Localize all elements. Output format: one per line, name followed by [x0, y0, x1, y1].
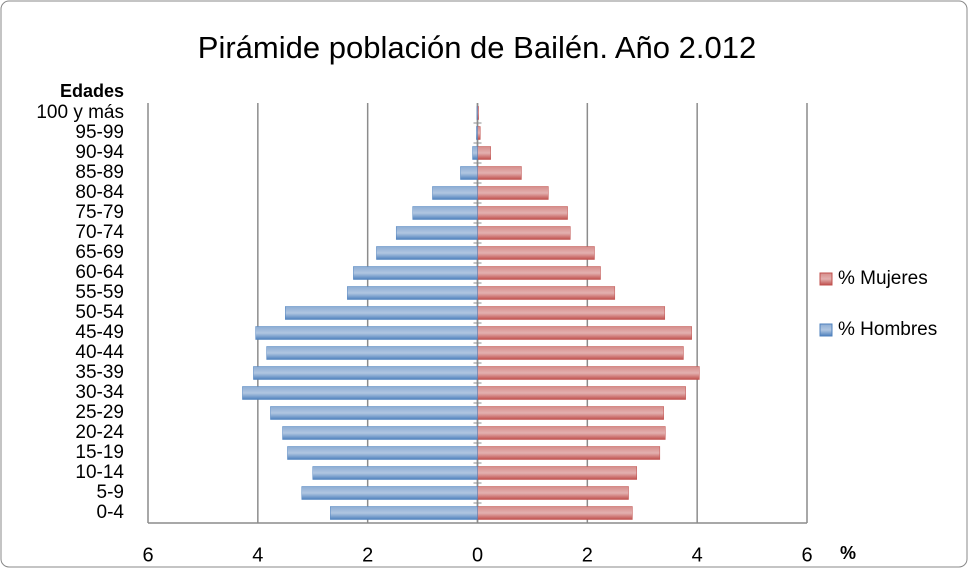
y-tick-label: 80-84	[75, 182, 124, 203]
y-tick-label: 70-74	[75, 222, 124, 243]
y-tick-label: 10-14	[75, 462, 124, 483]
bar	[477, 446, 661, 460]
bar	[477, 246, 595, 260]
bar	[477, 506, 633, 520]
bar	[287, 446, 478, 460]
bar	[472, 146, 478, 160]
bar	[476, 106, 478, 120]
y-tick-label: 25-29	[75, 402, 124, 423]
y-tick-label: 15-19	[75, 442, 124, 463]
bar	[477, 206, 568, 220]
y-tick-label: 30-34	[75, 382, 124, 403]
bar	[477, 146, 491, 160]
bar	[477, 466, 638, 480]
bar	[477, 186, 549, 200]
y-tick-label: 45-49	[75, 322, 124, 343]
legend-label: % Hombres	[838, 319, 937, 340]
bar	[270, 406, 478, 420]
bar	[477, 306, 666, 320]
bar	[285, 306, 478, 320]
bar	[353, 266, 478, 280]
bar	[330, 506, 478, 520]
bar	[266, 346, 478, 360]
bar	[312, 466, 478, 480]
x-axis-title: %	[840, 543, 856, 563]
x-tick-label: 2	[582, 544, 593, 566]
x-tick-label: 2	[362, 544, 373, 566]
legend-swatch	[819, 272, 833, 286]
y-tick-label: 55-59	[75, 282, 124, 303]
bar	[477, 326, 692, 340]
bar	[412, 206, 478, 220]
x-tick-label: 0	[472, 544, 483, 566]
bar	[253, 366, 478, 380]
y-tick-label: 50-54	[75, 302, 124, 323]
y-tick-label: 60-64	[75, 262, 124, 283]
bar	[477, 126, 481, 140]
bar	[477, 226, 571, 240]
bar	[476, 126, 478, 140]
y-tick-label: 90-94	[75, 142, 124, 163]
legend-label: % Mujeres	[838, 268, 928, 289]
bar	[255, 326, 478, 340]
y-tick-label: 75-79	[75, 202, 124, 223]
bar	[432, 186, 478, 200]
bar	[477, 486, 629, 500]
y-tick-label: 35-39	[75, 362, 124, 383]
x-tick-label: 4	[252, 544, 263, 566]
y-tick-label: 95-99	[75, 122, 124, 143]
bar	[477, 166, 522, 180]
y-axis-title: Edades	[60, 81, 124, 101]
bar	[376, 246, 478, 260]
bar	[477, 426, 666, 440]
bar	[477, 346, 684, 360]
bar	[477, 266, 601, 280]
bar	[347, 286, 478, 300]
x-tick-label: 6	[142, 544, 153, 566]
x-tick-label: 4	[692, 544, 703, 566]
chart-title: Pirámide población de Bailén. Año 2.012	[198, 30, 756, 65]
y-tick-label: 5-9	[97, 482, 124, 503]
y-tick-label: 100 y más	[36, 102, 124, 123]
bar	[242, 386, 478, 400]
bar	[477, 386, 686, 400]
bar	[395, 226, 478, 240]
y-tick-label: 0-4	[97, 502, 125, 523]
y-tick-label: 85-89	[75, 162, 124, 183]
legend-swatch	[819, 323, 833, 337]
y-tick-label: 40-44	[75, 342, 124, 363]
bar	[460, 166, 478, 180]
bar	[477, 366, 700, 380]
bar	[477, 286, 616, 300]
x-tick-label: 6	[801, 544, 812, 566]
y-tick-label: 20-24	[75, 422, 124, 443]
bar	[282, 426, 478, 440]
bar	[477, 406, 664, 420]
y-tick-label: 65-69	[75, 242, 124, 263]
bar	[301, 486, 478, 500]
